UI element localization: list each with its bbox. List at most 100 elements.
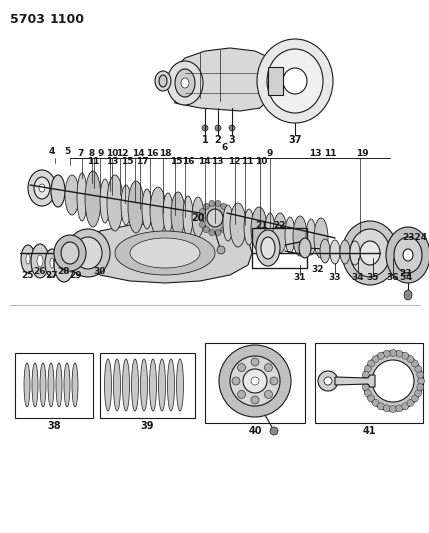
Ellipse shape <box>21 245 35 273</box>
Text: 9: 9 <box>267 149 273 158</box>
Ellipse shape <box>362 384 369 391</box>
Text: 15: 15 <box>170 157 182 166</box>
Ellipse shape <box>390 406 396 413</box>
Ellipse shape <box>159 75 167 87</box>
Ellipse shape <box>407 356 414 362</box>
Ellipse shape <box>229 125 235 131</box>
Ellipse shape <box>142 189 152 229</box>
Ellipse shape <box>198 215 204 221</box>
Ellipse shape <box>293 216 307 256</box>
Text: 11: 11 <box>241 157 253 166</box>
Text: 14: 14 <box>198 157 210 166</box>
Polygon shape <box>84 223 252 283</box>
Ellipse shape <box>31 244 49 278</box>
Ellipse shape <box>176 359 184 411</box>
Ellipse shape <box>368 395 375 402</box>
Ellipse shape <box>383 405 390 412</box>
Text: 8: 8 <box>89 149 95 158</box>
Text: 30: 30 <box>94 268 106 277</box>
Ellipse shape <box>230 356 280 406</box>
Bar <box>315 343 423 423</box>
Text: 32: 32 <box>312 264 324 273</box>
Ellipse shape <box>417 372 424 378</box>
Ellipse shape <box>28 170 56 206</box>
Text: 1100: 1100 <box>50 13 85 26</box>
Ellipse shape <box>61 242 79 264</box>
Ellipse shape <box>364 365 371 373</box>
Ellipse shape <box>226 215 232 221</box>
Ellipse shape <box>37 255 43 267</box>
Text: 36: 36 <box>387 273 399 282</box>
Ellipse shape <box>50 258 54 268</box>
Ellipse shape <box>66 229 110 277</box>
Ellipse shape <box>350 241 360 265</box>
Ellipse shape <box>149 359 157 411</box>
Text: 12: 12 <box>228 157 240 166</box>
Ellipse shape <box>32 363 38 407</box>
Ellipse shape <box>417 377 425 384</box>
Ellipse shape <box>175 69 195 97</box>
Ellipse shape <box>257 39 333 123</box>
Ellipse shape <box>167 359 175 411</box>
Text: 9: 9 <box>98 149 104 158</box>
Ellipse shape <box>183 196 193 236</box>
Ellipse shape <box>121 185 131 225</box>
Ellipse shape <box>320 239 330 263</box>
Ellipse shape <box>45 249 59 277</box>
Text: 16: 16 <box>146 149 158 158</box>
Text: 33: 33 <box>329 273 341 282</box>
Ellipse shape <box>225 222 231 228</box>
Text: 3: 3 <box>229 135 236 145</box>
Ellipse shape <box>105 359 112 411</box>
Ellipse shape <box>54 235 86 271</box>
Ellipse shape <box>225 208 231 214</box>
Ellipse shape <box>132 359 139 411</box>
Text: 11: 11 <box>87 157 99 166</box>
Text: 17: 17 <box>136 157 148 166</box>
Text: 28: 28 <box>58 268 70 277</box>
Ellipse shape <box>72 363 78 407</box>
Text: 39: 39 <box>140 421 154 431</box>
Ellipse shape <box>232 377 240 385</box>
Ellipse shape <box>350 229 390 277</box>
Ellipse shape <box>100 179 110 223</box>
Ellipse shape <box>199 222 205 228</box>
Ellipse shape <box>203 227 209 233</box>
Text: 25: 25 <box>22 271 34 279</box>
Ellipse shape <box>383 350 390 357</box>
Ellipse shape <box>251 207 267 251</box>
Bar <box>205 343 305 423</box>
Ellipse shape <box>283 68 307 94</box>
Ellipse shape <box>363 351 423 411</box>
Ellipse shape <box>209 230 215 236</box>
Ellipse shape <box>342 221 398 285</box>
Ellipse shape <box>114 359 121 411</box>
Ellipse shape <box>24 363 30 407</box>
Polygon shape <box>172 48 272 111</box>
Ellipse shape <box>273 213 287 253</box>
Ellipse shape <box>396 350 403 357</box>
Ellipse shape <box>51 175 65 207</box>
Text: 38: 38 <box>47 421 61 431</box>
Ellipse shape <box>251 358 259 366</box>
Text: 41: 41 <box>362 426 376 436</box>
Ellipse shape <box>402 403 409 410</box>
Ellipse shape <box>261 237 275 259</box>
Text: 29: 29 <box>69 271 82 279</box>
Ellipse shape <box>192 197 204 237</box>
Ellipse shape <box>181 78 189 88</box>
Text: 2: 2 <box>214 135 221 145</box>
Bar <box>252 228 307 268</box>
Text: 10: 10 <box>106 149 118 158</box>
Ellipse shape <box>265 213 275 249</box>
Ellipse shape <box>39 184 45 192</box>
Text: 7: 7 <box>78 149 84 158</box>
Ellipse shape <box>221 227 227 233</box>
Text: 35: 35 <box>367 273 379 282</box>
Text: 11: 11 <box>324 149 336 158</box>
Ellipse shape <box>264 364 272 372</box>
Ellipse shape <box>324 377 332 385</box>
Ellipse shape <box>107 175 123 231</box>
Ellipse shape <box>243 369 267 393</box>
Text: 14: 14 <box>132 149 144 158</box>
